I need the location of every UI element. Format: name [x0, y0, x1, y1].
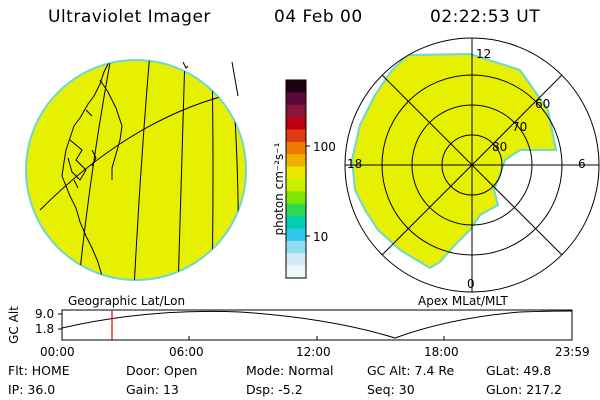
polar-caption: Apex MLat/MLT — [418, 294, 508, 308]
status-gain-label: Gain: — [126, 382, 159, 397]
geo-caption: Geographic Lat/Lon — [68, 294, 186, 308]
status-gc-alt-label: GC Alt: — [367, 363, 411, 378]
timeline-xtick-2359: 23:59 — [555, 345, 590, 359]
timeline-xtick-0000: 00:00 — [40, 345, 75, 359]
status-door-label: Door: — [126, 363, 161, 378]
colorbar-stripe — [286, 104, 306, 118]
status-seq-label: Seq: — [367, 382, 395, 397]
timeline-xtick-0600: 06:00 — [169, 345, 204, 359]
mlat-label-80: 80 — [492, 140, 508, 154]
colorbar-stripe — [286, 154, 306, 168]
colorbar-tick-100: 100 — [313, 140, 336, 154]
timeline-ytick-top: 9.0 — [35, 307, 55, 321]
status-seq: Seq: 30 — [367, 382, 415, 397]
status-glat: GLat: 49.8 — [486, 363, 551, 378]
timeline-ytick-bottom: 1.8 — [35, 322, 55, 336]
status-dsp: Dsp: -5.2 — [246, 382, 303, 397]
status-ip-value: 36.0 — [27, 382, 56, 397]
instrument-title: Ultraviolet Imager — [48, 7, 211, 27]
status-door-value: Open — [164, 363, 198, 378]
status-door: Door: Open — [126, 363, 197, 378]
timeline-xtick-1200: 12:00 — [296, 345, 331, 359]
colorbar-stripe — [286, 191, 306, 205]
status-flight: Flt: HOME — [8, 363, 70, 378]
timeline-axis-title: GC Alt — [7, 306, 21, 344]
time-label: 02:22:53 UT — [430, 7, 541, 27]
status-ip-label: IP: — [8, 382, 24, 397]
colorbar-stripe — [286, 166, 306, 180]
status-gc-alt: GC Alt: 7.4 Re — [367, 363, 454, 378]
status-flight-label: Flt: — [8, 363, 28, 378]
status-gc-alt-value: 7.4 Re — [414, 363, 455, 378]
status-gain: Gain: 13 — [126, 382, 179, 397]
colorbar-stripe — [286, 216, 306, 229]
status-mode: Mode: Normal — [246, 363, 334, 378]
colorbar-stripe — [286, 141, 306, 155]
status-glon-value: 217.2 — [526, 382, 562, 397]
mlt-label-18: 18 — [347, 157, 363, 171]
date-label: 04 Feb 00 — [274, 7, 363, 27]
altitude-curve — [61, 310, 573, 339]
colorbar-stripe — [286, 265, 306, 279]
status-dsp-label: Dsp: — [246, 382, 275, 397]
colorbar-stripe — [286, 203, 306, 217]
mlat-label-60: 60 — [535, 97, 551, 111]
status-mode-value: Normal — [288, 363, 334, 378]
status-glat-label: GLat: — [486, 363, 520, 378]
mlt-label-0: 0 — [467, 277, 475, 291]
status-gain-value: 13 — [162, 382, 179, 397]
colorbar-stripe — [286, 179, 306, 192]
status-ip: IP: 36.0 — [8, 382, 55, 397]
status-mode-label: Mode: — [246, 363, 285, 378]
status-flight-value: HOME — [31, 363, 70, 378]
colorbar-stripe — [286, 117, 306, 130]
mlt-label-6: 6 — [578, 157, 586, 171]
colorbar-stripe — [286, 80, 306, 93]
status-glon: GLon: 217.2 — [486, 382, 562, 397]
colorbar-stripe — [286, 240, 306, 254]
timeline-xtick-1800: 18:00 — [424, 345, 459, 359]
mlat-label-70: 70 — [512, 120, 528, 134]
status-seq-value: 30 — [398, 382, 415, 397]
mlt-label-12: 12 — [476, 47, 492, 61]
colorbar-tick-10: 10 — [313, 230, 329, 244]
colorbar-stripe — [286, 129, 306, 143]
colorbar-stripe — [286, 228, 306, 242]
colorbar-stripe — [286, 253, 306, 267]
colorbar-stripe — [286, 92, 306, 106]
status-glon-label: GLon: — [486, 382, 523, 397]
status-dsp-value: -5.2 — [278, 382, 303, 397]
status-glat-value: 49.8 — [523, 363, 552, 378]
